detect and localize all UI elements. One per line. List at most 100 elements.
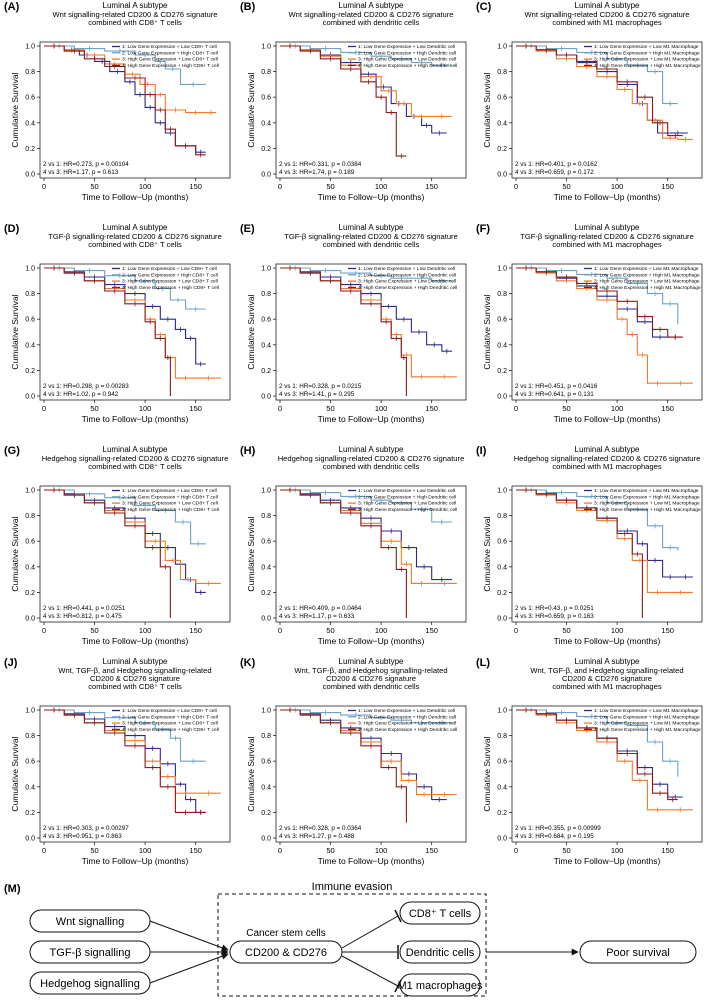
hr-stat: 4 vs 3: HR=0.659, p = 0.172 xyxy=(515,169,594,176)
x-axis-label: Time to Follow−Up (months) xyxy=(82,636,189,646)
y-tick-label: 0.8 xyxy=(261,513,271,520)
panel-label: (L) xyxy=(476,657,490,669)
x-tick-label: 100 xyxy=(139,846,152,855)
plot-frame xyxy=(275,41,467,179)
panel-subtitle: Wnt, TGF-β, and Hedgehog signalling-rela… xyxy=(530,666,683,675)
panel-label: (F) xyxy=(476,223,490,235)
legend-entry: 4: High Gene Expression + High M1 Macrop… xyxy=(594,727,701,733)
panel-subtitle: combined with dendritic cells xyxy=(323,682,420,691)
outcome-label: Poor survival xyxy=(606,947,670,959)
y-tick-label: 0.2 xyxy=(497,146,507,153)
legend-entry: 2: Low Gene Expression + High Dendritic … xyxy=(358,272,456,278)
hr-stat: 2 vs 1: HR=0.441, p = 0.0251 xyxy=(43,605,126,612)
legend-entry: 2: Low Gene Expression + High CD8+ T cel… xyxy=(122,50,218,56)
y-tick-label: 1.0 xyxy=(261,488,271,495)
x-tick-label: 150 xyxy=(661,846,674,855)
km-curve-4 xyxy=(44,267,171,396)
y-tick-label: 0.6 xyxy=(497,317,507,324)
y-tick-label: 0.4 xyxy=(25,784,35,791)
panel-title: Luminal A subtype xyxy=(575,445,640,454)
panel-title: Luminal A subtype xyxy=(103,223,168,232)
y-tick-label: 1.0 xyxy=(497,708,507,715)
y-tick-label: 1.0 xyxy=(497,44,507,51)
x-tick-label: 0 xyxy=(278,626,282,635)
legend-entry: 1: Low Gene Expression + Low Dendritic c… xyxy=(358,44,455,50)
legend-entry: 1: Low Gene Expression + Low Dendritic c… xyxy=(358,708,455,714)
x-tick-label: 0 xyxy=(42,182,46,191)
hr-stat: 4 vs 3: HR=1.27, p = 0.488 xyxy=(279,833,355,840)
legend-entry: 3: High Gene Expression + Low Dendritic … xyxy=(358,501,456,507)
x-tick-label: 100 xyxy=(375,182,388,191)
x-axis-label: Time to Follow−Up (months) xyxy=(82,414,189,424)
x-tick-label: 100 xyxy=(611,626,624,635)
input-label-wnt: Wnt signalling xyxy=(56,916,124,928)
hr-stat: 2 vs 1: HR=0.273, p = 0.00104 xyxy=(43,161,129,168)
x-axis-label: Time to Follow−Up (months) xyxy=(318,856,425,866)
y-tick-label: 0.4 xyxy=(25,120,35,127)
legend-entry: 4: High Gene Expression + High CD8+ T ce… xyxy=(122,63,219,69)
hr-stat: 4 vs 3: HR=1.02, p = 0.942 xyxy=(43,391,119,398)
y-tick-label: 0.2 xyxy=(261,590,271,597)
panel-label: (J) xyxy=(4,657,18,669)
y-tick-label: 0.2 xyxy=(261,368,271,375)
hr-stat: 4 vs 3: HR=0.641, p = 0.131 xyxy=(515,391,594,398)
y-tick-label: 0.4 xyxy=(261,120,271,127)
x-axis-label: Time to Follow−Up (months) xyxy=(554,192,661,202)
panel-title: Luminal A subtype xyxy=(103,657,168,666)
panel-subtitle: TGF-β signalling-related CD200 & CD276 s… xyxy=(48,232,222,241)
y-axis-label: Cumulative Survival xyxy=(246,516,256,591)
panel-title: Luminal A subtype xyxy=(575,1,640,10)
km-curve-3 xyxy=(516,489,693,593)
y-axis-label: Cumulative Survival xyxy=(10,294,20,369)
x-axis-label: Time to Follow−Up (months) xyxy=(554,414,661,424)
arrow-wnt xyxy=(149,920,229,952)
y-tick-label: 0.6 xyxy=(497,759,507,766)
x-tick-label: 0 xyxy=(278,404,282,413)
km-curve-4 xyxy=(44,709,206,813)
y-tick-label: 0.6 xyxy=(261,759,271,766)
panel-subtitle: combined with CD8⁺ T cells xyxy=(88,462,182,471)
panel-label: (C) xyxy=(476,1,492,13)
x-tick-label: 50 xyxy=(562,626,570,635)
plot-frame xyxy=(275,263,467,401)
legend-entry: 3: High Gene Expression + Low CD8+ T cel… xyxy=(122,501,218,507)
km-curve-2 xyxy=(516,267,679,325)
legend-entry: 2: Low Gene Expression + High CD8+ T cel… xyxy=(122,494,218,500)
y-axis-label: Cumulative Survival xyxy=(10,72,20,147)
y-tick-label: 1.0 xyxy=(25,708,35,715)
immune-evasion-region xyxy=(217,893,487,997)
legend-entry: 1: Low Gene Expression + Low M1 Macropha… xyxy=(594,708,699,714)
panel-subtitle: combined with dendritic cells xyxy=(323,240,420,249)
panel-label: (G) xyxy=(4,445,20,457)
y-axis-label: Cumulative Survival xyxy=(246,72,256,147)
panel-subtitle: TGF-β signalling-related CD200 & CD276 s… xyxy=(520,232,694,241)
panel-title: Luminal A subtype xyxy=(339,445,404,454)
panel-subtitle: combined with CD8⁺ T cells xyxy=(88,240,182,249)
km-curve-4 xyxy=(280,709,407,823)
panel-title: Luminal A subtype xyxy=(103,445,168,454)
y-tick-label: 0.2 xyxy=(25,146,35,153)
legend-entry: 2: Low Gene Expression + High M1 Macroph… xyxy=(594,50,700,56)
x-tick-label: 50 xyxy=(326,626,334,635)
y-tick-label: 0.8 xyxy=(261,291,271,298)
y-tick-label: 1.0 xyxy=(25,44,35,51)
y-tick-label: 0.0 xyxy=(25,172,35,179)
x-tick-label: 150 xyxy=(425,404,438,413)
legend-entry: 2: Low Gene Expression + High M1 Macroph… xyxy=(594,714,700,720)
x-tick-label: 150 xyxy=(189,404,202,413)
x-tick-label: 0 xyxy=(514,626,518,635)
target-label-m1: M1 macrophages xyxy=(398,980,483,992)
inhibit-cd8-bar xyxy=(394,909,402,923)
y-tick-label: 0.6 xyxy=(261,539,271,546)
panel-title: Luminal A subtype xyxy=(339,657,404,666)
panel-label: (B) xyxy=(240,1,256,13)
y-tick-label: 1.0 xyxy=(261,44,271,51)
x-tick-label: 100 xyxy=(375,626,388,635)
y-tick-label: 0.6 xyxy=(25,317,35,324)
target-box-dendritic xyxy=(399,940,481,964)
y-tick-label: 0.0 xyxy=(261,836,271,843)
panel-title: Luminal A subtype xyxy=(339,1,404,10)
